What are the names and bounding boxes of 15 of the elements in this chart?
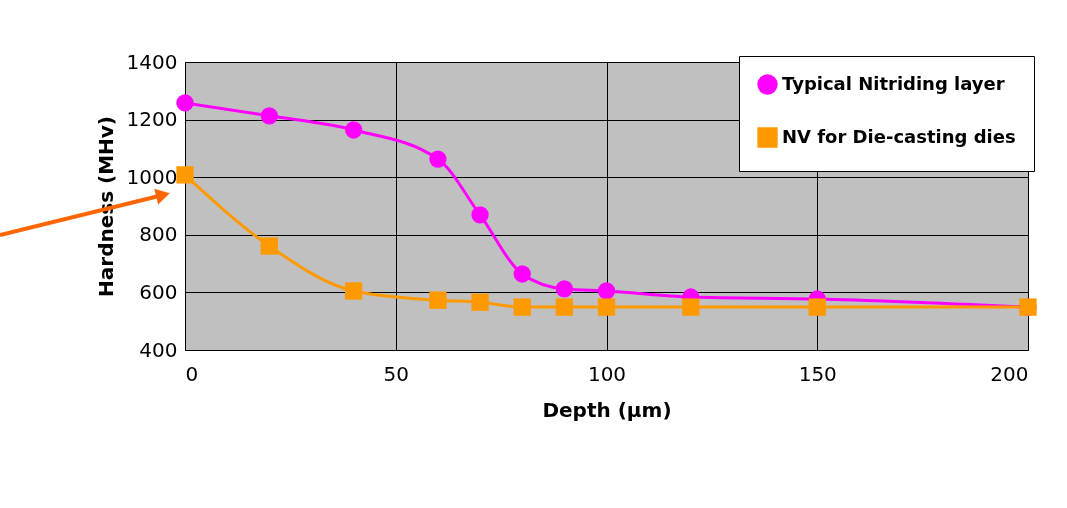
legend-label: NV for Die-casting dies	[782, 125, 1016, 147]
x-tick-label: 200	[990, 361, 1029, 386]
y-tick-label: 1000	[126, 164, 178, 189]
y-tick-label: 1400	[126, 49, 178, 74]
y-tick-label: 1200	[126, 107, 178, 132]
y-tick-label: 800	[139, 222, 178, 247]
x-tick-label: 50	[383, 361, 409, 386]
x-tick-label: 100	[587, 361, 627, 386]
x-tick-label: 0	[185, 361, 199, 386]
y-tick-label: 600	[139, 279, 178, 304]
x-tick-label: 150	[798, 361, 837, 386]
legend-label: Typical Nitriding layer	[782, 72, 1005, 94]
x-axis-title: Depth (µm)	[542, 397, 672, 422]
y-axis-title: Hardness (MHv)	[93, 116, 118, 297]
y-tick-label: 400	[139, 337, 178, 362]
